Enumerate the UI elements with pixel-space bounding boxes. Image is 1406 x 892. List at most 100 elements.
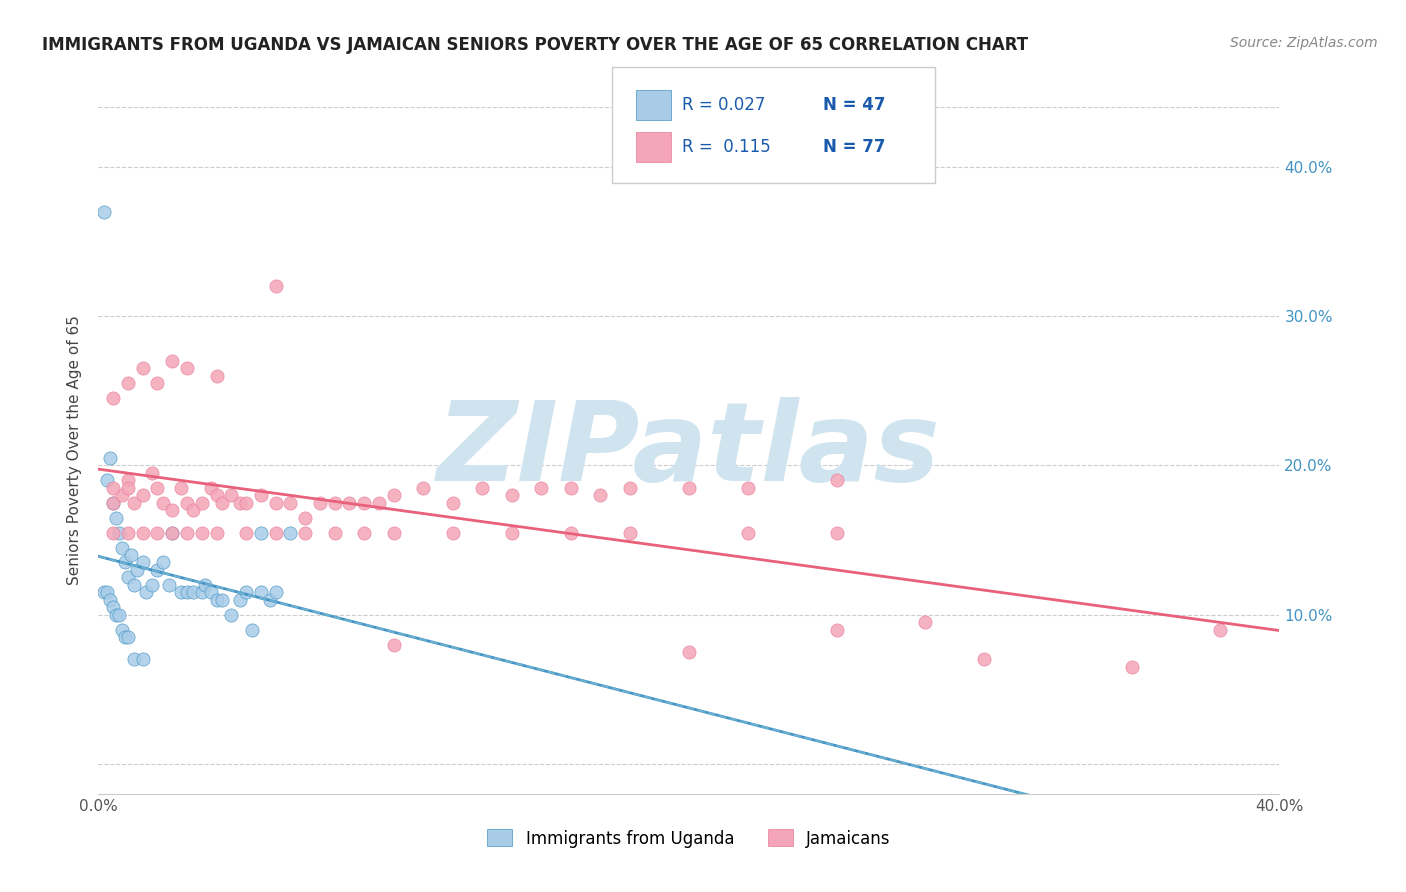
Point — [122, 578, 145, 592]
Point — [132, 652, 155, 666]
Point — [737, 525, 759, 540]
Point — [441, 496, 464, 510]
Point — [382, 525, 405, 540]
Point — [111, 541, 134, 555]
Point — [200, 585, 222, 599]
Point — [170, 585, 193, 599]
Text: R = 0.027: R = 0.027 — [682, 96, 765, 114]
Point — [103, 391, 125, 405]
Point — [114, 556, 136, 570]
Point — [117, 570, 139, 584]
Point — [170, 481, 193, 495]
Point — [108, 525, 131, 540]
Point — [501, 488, 523, 502]
Point — [103, 525, 125, 540]
Point — [250, 525, 273, 540]
Point — [132, 556, 155, 570]
Point — [211, 592, 233, 607]
Point — [200, 481, 222, 495]
Point — [382, 488, 405, 502]
Point — [1209, 623, 1232, 637]
Point — [1121, 660, 1143, 674]
Point — [162, 503, 183, 517]
Point — [678, 645, 700, 659]
Point — [132, 361, 155, 376]
Point — [191, 525, 214, 540]
Point — [353, 496, 375, 510]
Point — [98, 450, 121, 465]
Point — [162, 354, 183, 368]
Point — [176, 361, 198, 376]
Point — [619, 525, 641, 540]
Point — [146, 481, 169, 495]
Point — [205, 368, 228, 383]
Point — [471, 481, 494, 495]
Point — [211, 496, 233, 510]
Point — [264, 496, 287, 510]
Point — [235, 496, 257, 510]
Point — [221, 488, 243, 502]
Point — [117, 481, 139, 495]
Point — [221, 607, 243, 622]
Point — [111, 488, 134, 502]
Text: Source: ZipAtlas.com: Source: ZipAtlas.com — [1230, 36, 1378, 50]
Point — [146, 376, 169, 391]
Point — [280, 496, 302, 510]
Point — [240, 623, 263, 637]
Point — [162, 525, 183, 540]
Point — [412, 481, 434, 495]
Point — [678, 481, 700, 495]
Point — [191, 585, 214, 599]
Point — [157, 578, 180, 592]
Point — [323, 525, 346, 540]
Point — [205, 525, 228, 540]
Text: N = 47: N = 47 — [823, 96, 884, 114]
Point — [309, 496, 332, 510]
Point — [181, 503, 204, 517]
Point — [117, 376, 139, 391]
Point — [323, 496, 346, 510]
Point — [103, 496, 125, 510]
Point — [229, 496, 252, 510]
Point — [205, 488, 228, 502]
Point — [132, 525, 155, 540]
Point — [162, 525, 183, 540]
Point — [194, 578, 217, 592]
Point — [152, 556, 174, 570]
Text: R =  0.115: R = 0.115 — [682, 138, 770, 156]
Point — [825, 525, 848, 540]
Point — [96, 473, 118, 487]
Point — [914, 615, 936, 630]
Point — [264, 279, 287, 293]
Point — [96, 585, 118, 599]
Point — [235, 525, 257, 540]
Point — [103, 496, 125, 510]
Point — [259, 592, 281, 607]
Point — [264, 525, 287, 540]
Point — [235, 585, 257, 599]
Point — [368, 496, 391, 510]
Point — [737, 481, 759, 495]
Point — [152, 496, 174, 510]
Point — [117, 473, 139, 487]
Point — [108, 607, 131, 622]
Point — [103, 481, 125, 495]
Y-axis label: Seniors Poverty Over the Age of 65: Seniors Poverty Over the Age of 65 — [67, 316, 83, 585]
Point — [250, 488, 273, 502]
Point — [117, 630, 139, 644]
Point — [105, 510, 128, 524]
Point — [117, 525, 139, 540]
Point — [114, 630, 136, 644]
Point — [229, 592, 252, 607]
Point — [280, 525, 302, 540]
Point — [122, 496, 145, 510]
Point — [501, 525, 523, 540]
Point — [146, 525, 169, 540]
Point — [146, 563, 169, 577]
Point — [339, 496, 361, 510]
Point — [250, 585, 273, 599]
Point — [120, 548, 142, 562]
Point — [181, 585, 204, 599]
Point — [98, 592, 121, 607]
Point — [125, 563, 148, 577]
